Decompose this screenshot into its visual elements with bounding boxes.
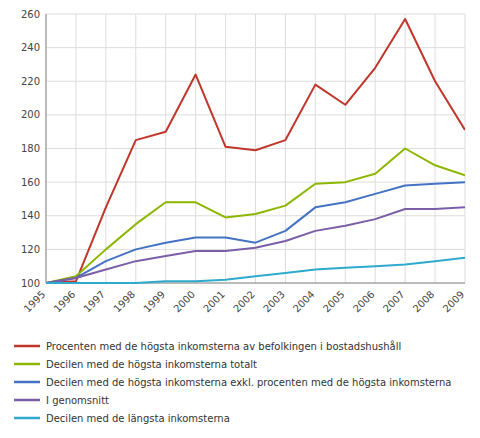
x-tick-label: 1998 [111,289,137,315]
series-lines [46,19,465,283]
legend-swatch [14,363,40,366]
legend-label: Decilen med de längsta inkomsterna [46,413,230,424]
legend-label: Procenten med de högsta inkomsterna av b… [46,340,401,352]
legend-label: Decilen med de högsta inkomsterna totalt [46,359,257,370]
x-tick-label: 2004 [291,289,317,315]
legend-label: Decilen med de högsta inkomsterna exkl. … [46,377,451,388]
x-grid-line [285,14,286,283]
legend-swatch [14,381,40,384]
x-tick-label: 2005 [321,289,347,315]
grid [46,14,465,283]
x-tick-label: 2008 [411,289,437,315]
x-grid-line [315,14,316,283]
chart-svg: 1001201401601802002202402601995199619971… [0,0,480,438]
y-tick-label: 200 [21,109,40,120]
legend-swatch [14,417,40,420]
x-grid-line [375,14,376,283]
legend-swatch [14,399,40,402]
x-tick-label: 2000 [171,289,197,315]
x-grid-line [435,14,436,283]
y-tick-label: 180 [21,143,40,154]
x-grid-line [105,14,106,283]
legend-label: I genomsnitt [46,395,109,406]
x-tick-label: 1995 [22,289,48,315]
x-grid-line [225,14,226,283]
legend: Procenten med de högsta inkomsterna av b… [14,340,451,424]
y-tick-label: 260 [21,9,40,20]
y-tick-label: 240 [21,42,40,53]
x-tick-label: 2002 [231,289,257,315]
x-grid-line [75,14,76,283]
x-tick-label: 2006 [351,289,377,315]
x-grid-line [465,14,466,283]
y-axis-line [46,14,47,283]
x-grid-line [195,14,196,283]
x-grid-line [345,14,346,283]
series-line [46,182,465,283]
x-tick-label: 2001 [201,289,227,315]
series-line [46,207,465,283]
legend-swatch [14,345,40,348]
x-tick-label: 2009 [441,289,467,315]
series-line [46,258,465,283]
x-grid-line [46,14,47,283]
y-tick-label: 220 [21,76,40,87]
y-tick-label: 100 [21,278,40,289]
series-line [46,19,465,283]
x-tick-label: 1996 [52,289,78,315]
chart-container: 1001201401601802002202402601995199619971… [0,0,480,438]
x-tick-label: 1997 [81,289,107,315]
y-tick-label: 160 [21,177,40,188]
series-line [46,149,465,284]
x-tick-label: 2003 [261,289,287,315]
x-tick-label: 1999 [141,289,167,315]
x-grid-line [135,14,136,283]
y-tick-label: 140 [21,210,40,221]
y-tick-label: 120 [21,244,40,255]
x-tick-label: 2007 [381,289,407,315]
